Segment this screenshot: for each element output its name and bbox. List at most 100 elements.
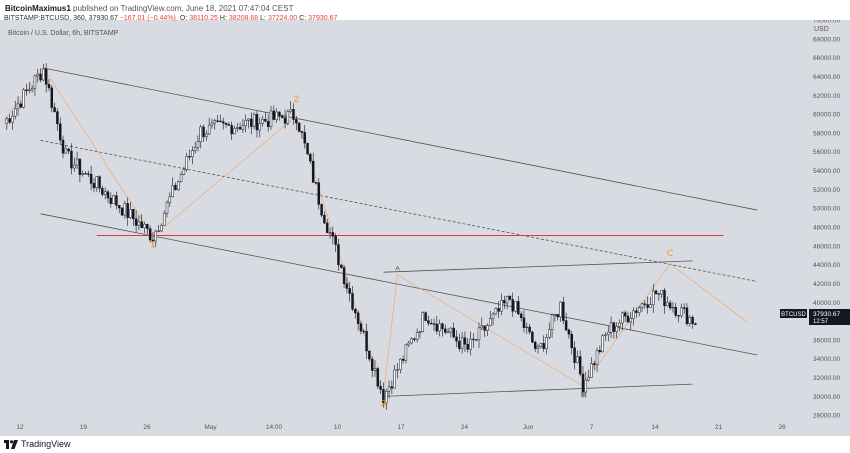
time-tick-label: 12 <box>16 424 24 431</box>
channel-line <box>383 383 693 397</box>
candle-body <box>590 363 593 378</box>
candle-body <box>98 176 101 189</box>
candle-body <box>196 141 200 148</box>
price-tick-label: 48000.00 <box>813 225 840 232</box>
candle-body <box>685 307 689 325</box>
ohlc-value-3: 37930.67 <box>308 15 338 22</box>
candle-body <box>146 224 149 229</box>
candle-body <box>421 312 425 333</box>
candle-body <box>474 339 478 341</box>
candle-body <box>328 232 332 234</box>
candle-body <box>199 126 202 142</box>
candle-body <box>252 114 256 127</box>
price-tick-label: 30000.00 <box>813 394 840 401</box>
candle-body <box>444 328 447 333</box>
change-text: −167.01 (−0.44%) <box>119 15 176 22</box>
author-name[interactable]: BitcoinMaximus1 <box>5 4 71 13</box>
candle-body <box>151 239 155 242</box>
candle-body <box>592 363 596 366</box>
candle-body <box>469 338 472 350</box>
candle-body <box>494 308 498 315</box>
price-tick-label: 56000.00 <box>813 149 840 156</box>
candle-body <box>303 132 306 144</box>
plot-background <box>0 20 808 436</box>
countdown-text: 12:57 <box>813 319 829 325</box>
candle-body <box>472 338 475 341</box>
tradingview-brand[interactable]: TradingView <box>4 439 71 449</box>
candle-body <box>126 203 129 218</box>
wave-label: C <box>667 248 674 258</box>
candle-body <box>652 290 655 305</box>
candle-body <box>118 205 121 209</box>
ohlc-values: O: 38110.25 H: 38208.68 L: 37224.00 C: 37930.67 <box>178 15 338 22</box>
candle-body <box>483 325 486 331</box>
candle-body <box>120 207 124 216</box>
price-tick-label: 52000.00 <box>813 187 840 194</box>
time-tick-label: 10 <box>334 424 342 431</box>
candle-body <box>177 181 180 191</box>
candle-body <box>359 323 363 332</box>
candle-body <box>182 169 186 175</box>
candle-body <box>171 185 174 197</box>
price-tick-label: 58000.00 <box>813 130 840 137</box>
candle-body <box>432 323 436 325</box>
candle-body <box>337 244 340 266</box>
price-tick-label: 54000.00 <box>813 168 840 175</box>
candle-body <box>255 114 259 131</box>
time-tick-label: 19 <box>80 424 88 431</box>
candle-body <box>306 142 309 155</box>
candle-body <box>570 334 573 348</box>
candle-body <box>134 218 138 226</box>
candle-body <box>354 308 357 314</box>
candle-body <box>325 222 329 233</box>
candle-body <box>567 329 571 335</box>
candle-body <box>22 89 25 108</box>
candle-body <box>609 322 613 333</box>
candle-body <box>525 326 529 329</box>
price-tick-label: 70000.00 <box>813 20 840 25</box>
candle-body <box>649 304 652 308</box>
candle-body <box>446 331 450 334</box>
candle-body <box>193 147 197 151</box>
candle-body <box>435 323 439 332</box>
tradingview-logo-icon <box>4 439 18 449</box>
candle-body <box>441 323 444 330</box>
price-axis-background <box>808 20 850 436</box>
candle-body <box>497 308 500 312</box>
candle-body <box>64 148 68 154</box>
candle-body <box>573 347 576 363</box>
candle-body <box>216 120 219 122</box>
candle-body <box>160 225 163 232</box>
candle-body <box>11 115 14 123</box>
candle-body <box>314 182 318 184</box>
price-tick-label: 66000.00 <box>813 55 840 62</box>
candle-body <box>8 118 11 123</box>
price-tick-label: 68000.00 <box>813 36 840 43</box>
chart-title: Bitcoin / U.S. Dollar, 6h, BITSTAMP <box>8 30 119 37</box>
candle-body <box>289 109 292 112</box>
candle-body <box>365 331 368 352</box>
time-tick-label: 26 <box>778 424 786 431</box>
candle-body <box>33 75 37 89</box>
candle-body <box>132 209 135 220</box>
candle-body <box>241 125 245 130</box>
footer: TradingView <box>0 436 850 453</box>
candle-body <box>238 127 242 130</box>
candle-body <box>452 327 455 338</box>
candle-body <box>292 109 295 120</box>
candle-body <box>286 111 290 124</box>
candle-body <box>564 320 568 331</box>
candle-body <box>106 191 110 199</box>
candle-body <box>230 125 233 135</box>
channel-line <box>43 67 758 211</box>
header-line: BitcoinMaximus1 published on TradingView… <box>5 4 293 13</box>
candle-body <box>643 303 647 305</box>
candle-body <box>205 133 208 138</box>
symbol-tag-text: BTCUSD <box>781 312 806 318</box>
candle-body <box>123 203 127 216</box>
candle-body <box>323 214 326 224</box>
price-chart[interactable]: 28000.00 30000.00 32000.00 34000.00 36000.00… <box>0 15 850 436</box>
candle-body <box>101 188 104 195</box>
price-tick-label: 60000.00 <box>813 112 840 119</box>
